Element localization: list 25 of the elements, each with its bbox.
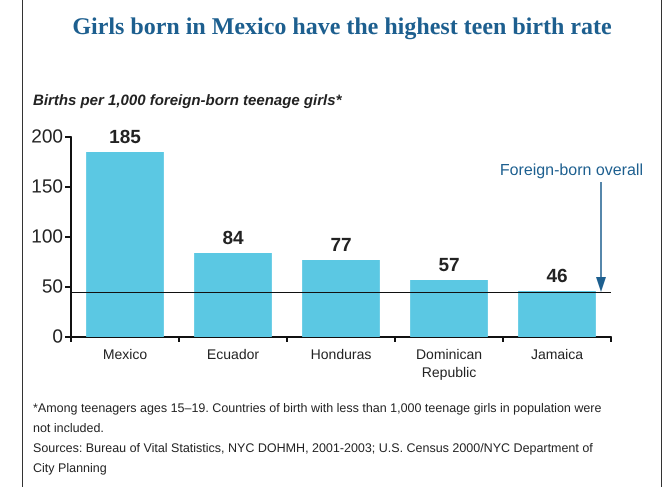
- chart-title: Girls born in Mexico have the highest teen birth rate: [71, 14, 613, 41]
- bar: [410, 280, 488, 337]
- data-label: 185: [109, 127, 142, 148]
- data-label: 84: [222, 228, 244, 249]
- x-tick-label: Ecuador: [206, 346, 260, 362]
- data-label: 57: [438, 255, 460, 276]
- y-tick-label: 150: [31, 176, 63, 198]
- bar: [302, 260, 380, 337]
- y-tick-label: 100: [31, 226, 63, 248]
- bar: [194, 253, 272, 337]
- x-tick-label: Mexico: [102, 346, 148, 362]
- x-tick-label: Dominican Republic: [416, 346, 482, 380]
- x-tick-label: Jamaica: [530, 346, 584, 362]
- y-tick-label: 0: [52, 326, 63, 348]
- source-note: Sources: Bureau of Vital Statistics, NYC DOHMH, 2001-2003; U.S. Census 2000/NYC Department of City Planning: [33, 440, 594, 477]
- data-label: 77: [330, 235, 352, 256]
- data-label: 46: [546, 266, 568, 287]
- bar: [518, 291, 596, 337]
- bar: [86, 152, 164, 337]
- ref-line-label: Foreign-born overall: [500, 162, 643, 179]
- x-tick-label: Honduras: [310, 346, 372, 362]
- text: *Among teenagers ages 15–19. Countries of birth with less than 1,000 teenage girls in population were not included.: [33, 400, 602, 437]
- y-tick-label: 200: [31, 126, 63, 148]
- y-axis-title: Births per 1,000 foreign-born teenage girls*: [33, 92, 342, 109]
- y-tick-label: 50: [42, 276, 63, 298]
